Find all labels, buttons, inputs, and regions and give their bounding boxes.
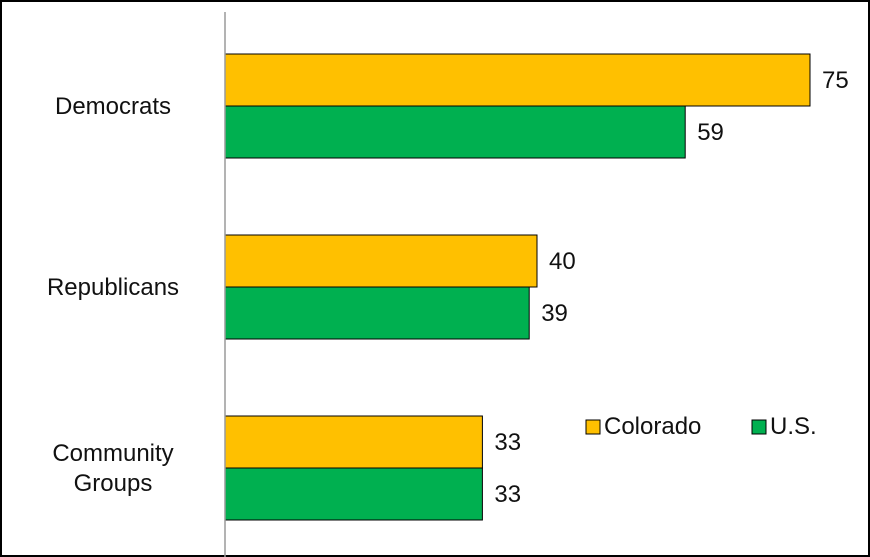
legend-swatch-colorado	[585, 419, 601, 435]
value-label: 33	[494, 481, 521, 508]
bars-layer	[224, 53, 811, 521]
category-label-line: Community	[52, 440, 173, 467]
category-label: Republicans	[47, 274, 179, 301]
legend-label: Colorado	[604, 413, 701, 440]
bar-colorado-0	[224, 53, 811, 107]
legend-label: U.S.	[770, 413, 817, 440]
value-label: 33	[494, 429, 521, 456]
value-label: 75	[822, 67, 849, 94]
category-label-line: Groups	[74, 470, 153, 497]
legend-swatch-us	[751, 419, 767, 435]
category-label: Community Groups	[52, 440, 173, 497]
value-label: 40	[549, 248, 576, 275]
bar-us-0	[224, 105, 686, 159]
category-label-line: Democrats	[55, 93, 171, 120]
bar-us-2	[224, 467, 483, 521]
bar-us-1	[224, 286, 530, 340]
category-label-line: Republicans	[47, 274, 179, 301]
legend: Colorado U.S.	[585, 413, 817, 440]
labels-layer: 75 59 Democrats 40 39 Republicans 33 33 Communit…	[47, 67, 849, 508]
value-label: 39	[541, 300, 568, 327]
value-label: 59	[697, 119, 724, 146]
category-label: Democrats	[55, 93, 171, 120]
bar-colorado-1	[224, 234, 538, 288]
bar-colorado-2	[224, 415, 483, 469]
